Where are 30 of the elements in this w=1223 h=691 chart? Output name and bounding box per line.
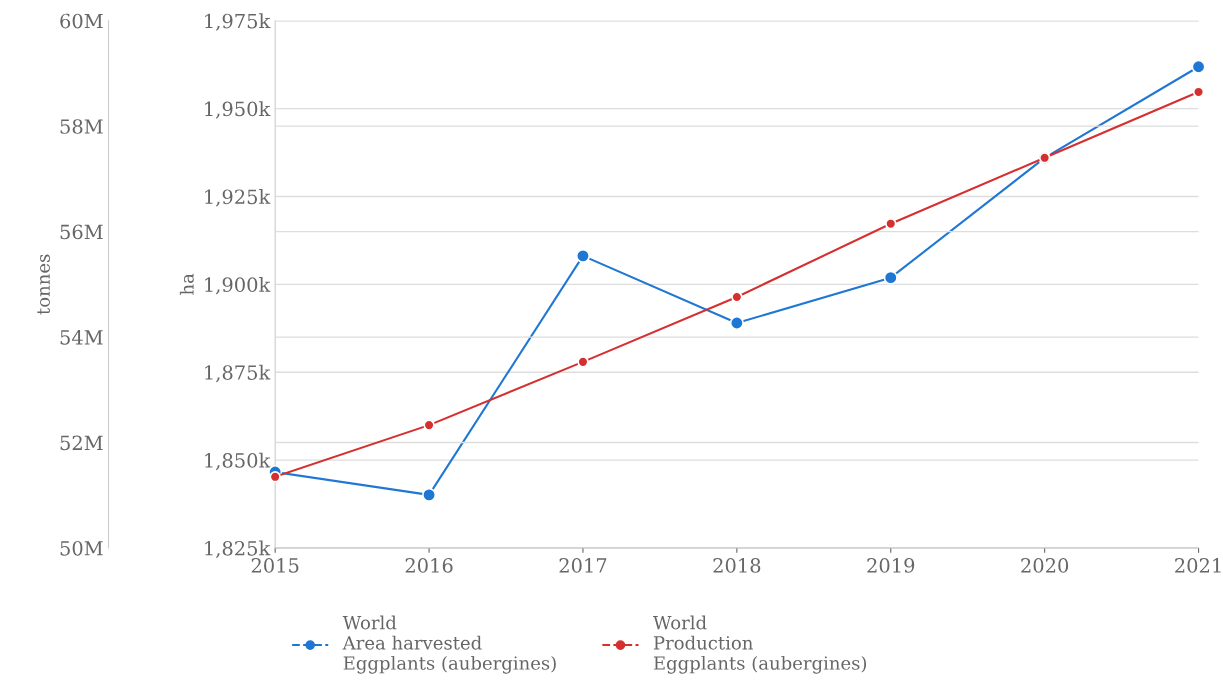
y2-tick-label: 1,950k [205, 101, 271, 119]
point [1191, 59, 1206, 74]
x-tick-label: 2021 [1175, 558, 1221, 573]
x-tick-label: 2015 [251, 558, 299, 573]
x-tick-label: 2019 [867, 558, 915, 573]
y-tick-label: 60M [60, 13, 103, 29]
y-tick-label: 54M [60, 330, 103, 345]
point [883, 270, 898, 285]
y2-axis-title: ha [179, 273, 194, 295]
y-tick-label: 52M [60, 435, 103, 451]
y2-tick-label: 1,975k [205, 13, 271, 31]
y2-tick-label: 1,900k [205, 276, 271, 295]
legend-label: World Production Eggplants (aubergines) [653, 615, 867, 674]
y-tick-label: 50M [60, 540, 103, 556]
y2-tick-label: 1,925k [205, 189, 271, 207]
y2-tick-label: 1,850k [205, 452, 271, 471]
legend-label: World Area harvested Eggplants (aubergines) [342, 615, 556, 674]
y-tick-label: 58M [60, 119, 103, 134]
x-tick-label: 2016 [405, 558, 453, 573]
x-tick-label: 2017 [559, 558, 607, 573]
y-axis-title: tonnes [37, 254, 50, 315]
point [575, 248, 591, 263]
y2-tick-label: 1,875k [205, 364, 271, 383]
point [729, 315, 744, 331]
y2-tick-label: 1,825k [205, 540, 271, 558]
x-tick-label: 2020 [1021, 558, 1069, 573]
x-tick-label: 2018 [713, 558, 761, 573]
y-tick-label: 56M [60, 224, 103, 240]
point [421, 487, 437, 502]
point [269, 471, 281, 483]
